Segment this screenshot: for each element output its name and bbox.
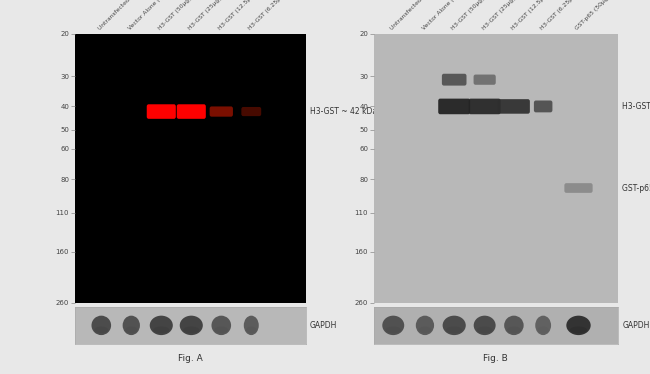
Ellipse shape — [566, 316, 591, 335]
Ellipse shape — [150, 316, 173, 335]
FancyBboxPatch shape — [442, 74, 467, 86]
Text: Untransfected (50μg): Untransfected (50μg) — [390, 0, 439, 31]
Ellipse shape — [153, 327, 170, 333]
Ellipse shape — [382, 316, 404, 335]
Ellipse shape — [535, 316, 551, 335]
FancyBboxPatch shape — [469, 99, 500, 114]
Ellipse shape — [538, 327, 549, 333]
Text: GST-p65 ~ 87 kDa: GST-p65 ~ 87 kDa — [623, 184, 650, 193]
Ellipse shape — [244, 316, 259, 335]
Text: Fig. B: Fig. B — [483, 354, 508, 363]
Ellipse shape — [507, 327, 521, 333]
FancyBboxPatch shape — [209, 107, 233, 117]
Ellipse shape — [94, 327, 108, 333]
FancyBboxPatch shape — [147, 104, 176, 119]
Ellipse shape — [504, 316, 524, 335]
Text: H3-GST (25μg): H3-GST (25μg) — [188, 0, 223, 31]
Ellipse shape — [416, 316, 434, 335]
Text: H3-GST (50μg): H3-GST (50μg) — [450, 0, 486, 31]
Ellipse shape — [246, 327, 257, 333]
Ellipse shape — [570, 327, 587, 333]
Ellipse shape — [123, 316, 140, 335]
Text: H3-GST (12.5μg): H3-GST (12.5μg) — [218, 0, 257, 31]
Ellipse shape — [419, 327, 432, 333]
Ellipse shape — [211, 316, 231, 335]
Text: Vector Alone (50μg): Vector Alone (50μg) — [128, 0, 174, 31]
Text: GAPDH: GAPDH — [623, 321, 650, 330]
Text: H3-GST (6.25μg): H3-GST (6.25μg) — [540, 0, 578, 31]
Ellipse shape — [443, 316, 466, 335]
Ellipse shape — [92, 316, 111, 335]
Text: H3-GST ~ 42 kDa: H3-GST ~ 42 kDa — [623, 102, 650, 111]
Text: H3-GST (12.5μg): H3-GST (12.5μg) — [510, 0, 549, 31]
Ellipse shape — [385, 327, 401, 333]
Text: H3-GST (25μg): H3-GST (25μg) — [481, 0, 516, 31]
FancyBboxPatch shape — [438, 99, 470, 114]
FancyBboxPatch shape — [564, 183, 593, 193]
Text: H3-GST (50μg): H3-GST (50μg) — [158, 0, 193, 31]
Ellipse shape — [180, 316, 203, 335]
Text: Vector Alone (50μg): Vector Alone (50μg) — [421, 0, 467, 31]
Text: Untransfected (50μg): Untransfected (50μg) — [98, 0, 147, 31]
Ellipse shape — [214, 327, 228, 333]
Text: GAPDH: GAPDH — [310, 321, 337, 330]
Text: GST-p65 (50μg): GST-p65 (50μg) — [575, 0, 612, 31]
FancyBboxPatch shape — [498, 99, 530, 114]
Ellipse shape — [125, 327, 137, 333]
FancyBboxPatch shape — [534, 101, 552, 112]
Text: Fig. A: Fig. A — [177, 354, 203, 363]
Text: H3-GST ~ 42 kDa: H3-GST ~ 42 kDa — [310, 107, 377, 116]
FancyBboxPatch shape — [241, 107, 261, 116]
FancyBboxPatch shape — [474, 74, 496, 85]
Ellipse shape — [477, 327, 492, 333]
Ellipse shape — [446, 327, 462, 333]
Text: H3-GST (6.25μg): H3-GST (6.25μg) — [248, 0, 287, 31]
FancyBboxPatch shape — [177, 104, 206, 119]
Ellipse shape — [183, 327, 200, 333]
Ellipse shape — [474, 316, 495, 335]
